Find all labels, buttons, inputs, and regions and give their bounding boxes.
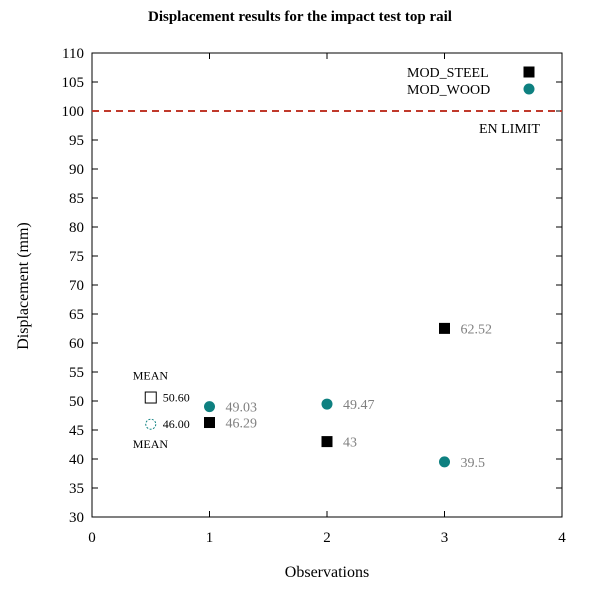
mean-marker-wood <box>145 418 157 430</box>
mean-value: 50.60 <box>163 391 190 405</box>
y-tick-label: 50 <box>69 394 84 410</box>
mean-value: 46.00 <box>163 417 190 431</box>
mean-caption: MEAN <box>133 369 169 383</box>
y-tick-label: 35 <box>69 481 84 497</box>
mean-caption: MEAN <box>133 437 169 451</box>
data-label: 43 <box>343 436 357 451</box>
y-tick-label: 85 <box>69 191 84 207</box>
steel-point <box>439 322 450 334</box>
x-tick-label: 0 <box>88 530 96 546</box>
y-tick-label: 30 <box>69 510 84 526</box>
x-tick-label: 1 <box>206 530 214 546</box>
y-tick-label: 75 <box>69 249 84 265</box>
y-tick-label: 80 <box>69 220 84 236</box>
y-tick-label: 65 <box>69 307 84 323</box>
wood-point <box>321 398 333 410</box>
y-tick-label: 95 <box>69 133 84 149</box>
data-label: 49.03 <box>226 401 258 416</box>
steel-point <box>321 436 333 448</box>
en-limit-label: EN LIMIT <box>479 122 540 137</box>
y-tick-label: 55 <box>69 365 84 381</box>
data-points: 46.29 43 62.52 49.03 49.47 39.5 <box>204 322 492 471</box>
mean-marker-steel <box>144 391 157 404</box>
wood-point <box>204 401 215 413</box>
y-tick-label: 40 <box>69 452 84 468</box>
legend-swatch-wood <box>523 83 535 95</box>
y-axis-title: Displacement (mm) <box>15 222 32 350</box>
y-tick-label: 100 <box>62 104 85 120</box>
x-tick-label: 4 <box>558 530 566 546</box>
y-tick-label: 70 <box>69 278 84 294</box>
legend-swatch-steel <box>523 66 535 78</box>
x-tick-label: 2 <box>323 530 331 546</box>
steel-point <box>204 417 215 429</box>
y-tick-label: 105 <box>62 75 85 91</box>
legend-label: MOD_STEEL <box>407 66 489 81</box>
y-tick-label: 90 <box>69 162 84 178</box>
chart-title: Displacement results for the impact test… <box>148 9 452 25</box>
legend: MOD_STEEL MOD_WOOD <box>407 66 535 98</box>
x-tick-label: 3 <box>441 530 449 546</box>
y-tick-label: 110 <box>62 46 84 62</box>
data-label: 62.52 <box>461 322 493 337</box>
x-axis: 0 1 2 3 4 <box>88 53 566 546</box>
data-label: 39.5 <box>461 456 486 471</box>
wood-point <box>439 456 450 468</box>
data-label: 49.47 <box>343 398 375 413</box>
mean-annotations: 50.60 MEAN 46.00 MEAN <box>133 369 190 452</box>
legend-label: MOD_WOOD <box>407 83 490 98</box>
x-axis-title: Observations <box>285 564 369 581</box>
en-limit-reference: EN LIMIT <box>92 110 562 137</box>
y-axis: 30 35 40 45 50 55 60 65 70 75 80 85 90 95 100 105 110 <box>62 46 562 526</box>
y-tick-label: 60 <box>69 336 84 352</box>
data-label: 46.29 <box>226 417 258 432</box>
y-tick-label: 45 <box>69 423 84 439</box>
